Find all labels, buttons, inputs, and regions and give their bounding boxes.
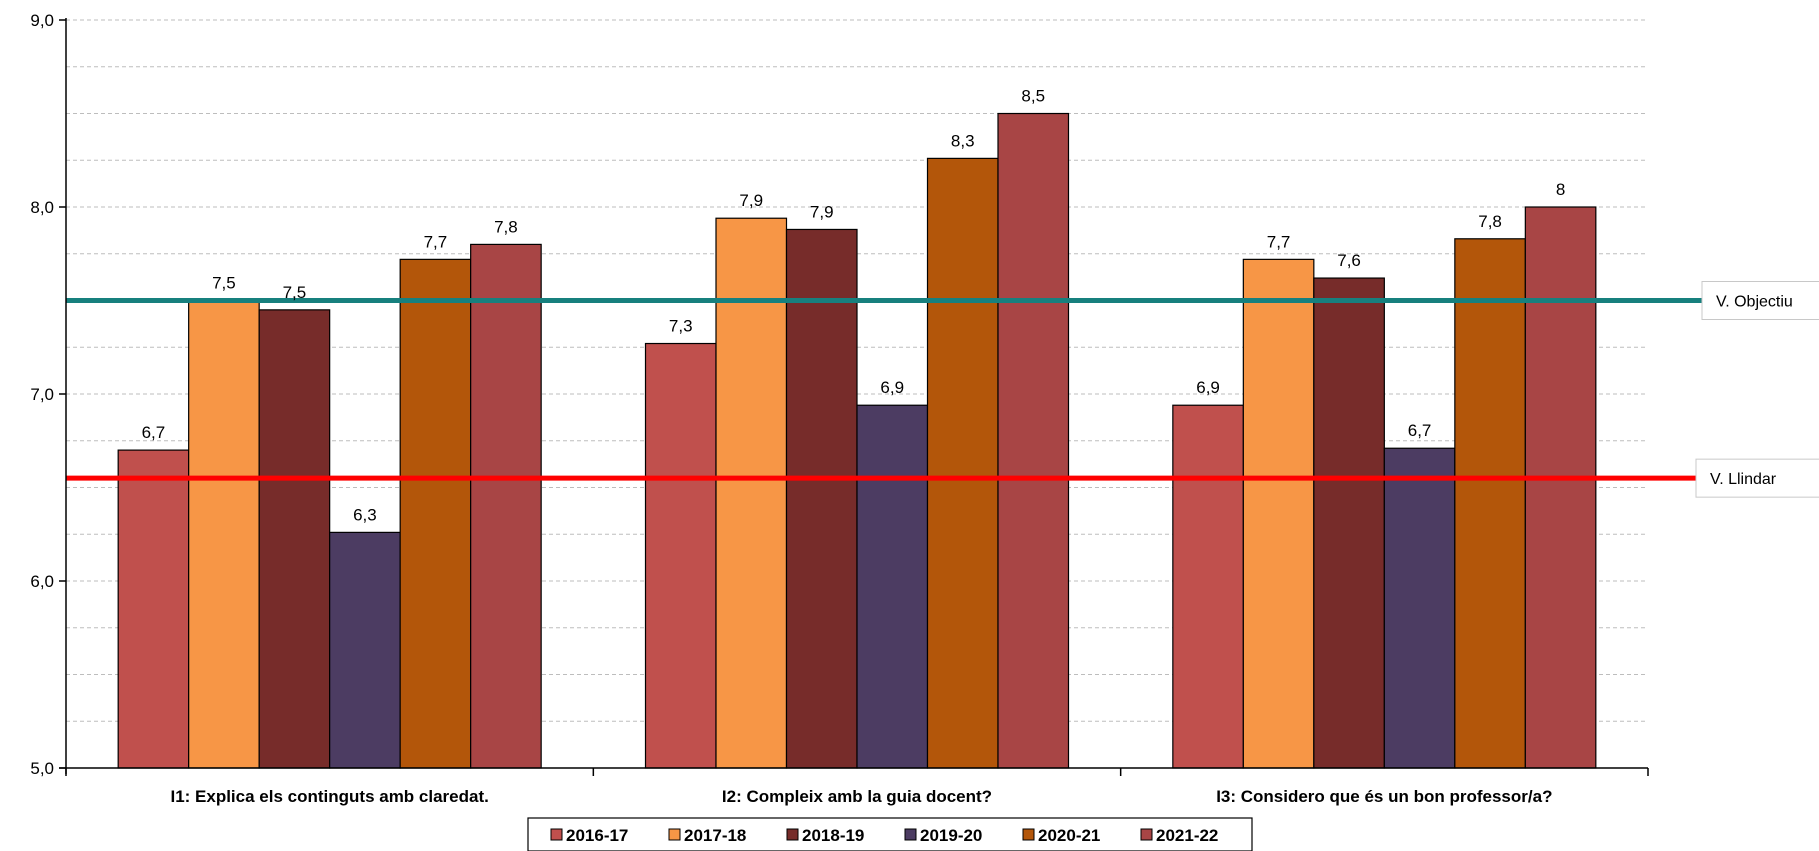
legend-swatch-2020-21 bbox=[1022, 828, 1035, 841]
y-tick-label: 8,0 bbox=[30, 198, 54, 217]
data-label: 7,5 bbox=[283, 283, 307, 302]
data-labels: 6,7 7,3 6,9 7,5 7,9 7,7 7,5 7,9 7,6 6,3 6,9 6,7 7,7 8… bbox=[142, 87, 1566, 525]
legend-label: 2018-19 bbox=[802, 826, 864, 845]
bar-2019-20 bbox=[1383, 447, 1456, 769]
data-label: 6,3 bbox=[353, 505, 377, 524]
reference-label: V. Objectiu bbox=[1716, 294, 1793, 311]
data-label: 7,9 bbox=[739, 191, 763, 210]
bar-2020-21 bbox=[399, 258, 472, 769]
category-label: I1: Explica els continguts amb claredat. bbox=[170, 787, 488, 806]
legend-label: 2021-22 bbox=[1156, 826, 1218, 845]
bar-2021-22 bbox=[997, 112, 1070, 769]
reference-label-box bbox=[1695, 458, 1819, 498]
category-label: I3: Considero que és un bon professor/a? bbox=[1216, 787, 1552, 806]
y-tick-label: 6,0 bbox=[30, 572, 54, 591]
legend-swatch-2017-18 bbox=[668, 828, 681, 841]
bar-2017-18 bbox=[188, 299, 260, 769]
bar-2019-20 bbox=[329, 531, 401, 769]
y-tick-label: 9,0 bbox=[30, 11, 54, 30]
data-label: 7,9 bbox=[810, 202, 834, 221]
bar-2018-19 bbox=[1313, 277, 1385, 769]
bar-2017-18 bbox=[1242, 258, 1315, 769]
data-label: 8 bbox=[1556, 180, 1565, 199]
data-label: 7,7 bbox=[1267, 232, 1291, 251]
bars bbox=[117, 112, 1597, 769]
legend-label: 2020-21 bbox=[1038, 826, 1100, 845]
data-label: 6,7 bbox=[1408, 421, 1432, 440]
reference-label: V. Llindar bbox=[1710, 471, 1777, 488]
data-label: 7,5 bbox=[212, 274, 236, 293]
data-label: 8,3 bbox=[951, 131, 975, 150]
y-tick-label: 5,0 bbox=[30, 759, 54, 778]
legend-swatch-2016-17 bbox=[550, 828, 563, 841]
axes: 5,0 6,0 7,0 8,0 9,0 I1: Explica els contingut… bbox=[30, 11, 1649, 806]
legend-label: 2017-18 bbox=[684, 826, 746, 845]
legend-swatch-2018-19 bbox=[786, 828, 799, 841]
bar-2016-17 bbox=[117, 449, 190, 769]
data-label: 7,8 bbox=[1478, 212, 1502, 231]
data-label: 6,7 bbox=[142, 423, 166, 442]
legend-label: 2016-17 bbox=[566, 826, 628, 845]
data-label: 7,6 bbox=[1337, 251, 1361, 270]
bar-2021-22 bbox=[470, 243, 542, 769]
bar-2016-17 bbox=[1172, 404, 1244, 769]
legend-swatch-2019-20 bbox=[904, 828, 917, 841]
data-label: 7,7 bbox=[424, 232, 448, 251]
y-tick-label: 7,0 bbox=[30, 385, 54, 404]
bar-2017-18 bbox=[715, 217, 788, 769]
legend-swatch-2021-22 bbox=[1140, 828, 1153, 841]
data-label: 6,9 bbox=[1196, 378, 1220, 397]
bar-2019-20 bbox=[856, 404, 929, 769]
bar-2018-19 bbox=[258, 309, 331, 769]
data-label: 7,3 bbox=[669, 317, 693, 336]
data-label: 7,8 bbox=[494, 217, 518, 236]
legend-box bbox=[527, 817, 1253, 851]
bar-2016-17 bbox=[644, 342, 717, 769]
bar-2020-21 bbox=[1454, 238, 1526, 769]
bar-2018-19 bbox=[785, 228, 858, 769]
legend-label: 2019-20 bbox=[920, 826, 982, 845]
reference-label-box bbox=[1701, 281, 1819, 320]
bar-2020-21 bbox=[926, 157, 999, 769]
legend: 2016-17 2017-18 2018-19 2019-20 2020-21 2021-… bbox=[527, 817, 1253, 851]
bar-2021-22 bbox=[1524, 206, 1597, 769]
reference-lines: V. Objectiu V. Llindar bbox=[66, 281, 1819, 498]
category-label: I2: Compleix amb la guia docent? bbox=[722, 787, 992, 806]
data-label: 8,5 bbox=[1021, 87, 1045, 106]
data-label: 6,9 bbox=[880, 378, 904, 397]
